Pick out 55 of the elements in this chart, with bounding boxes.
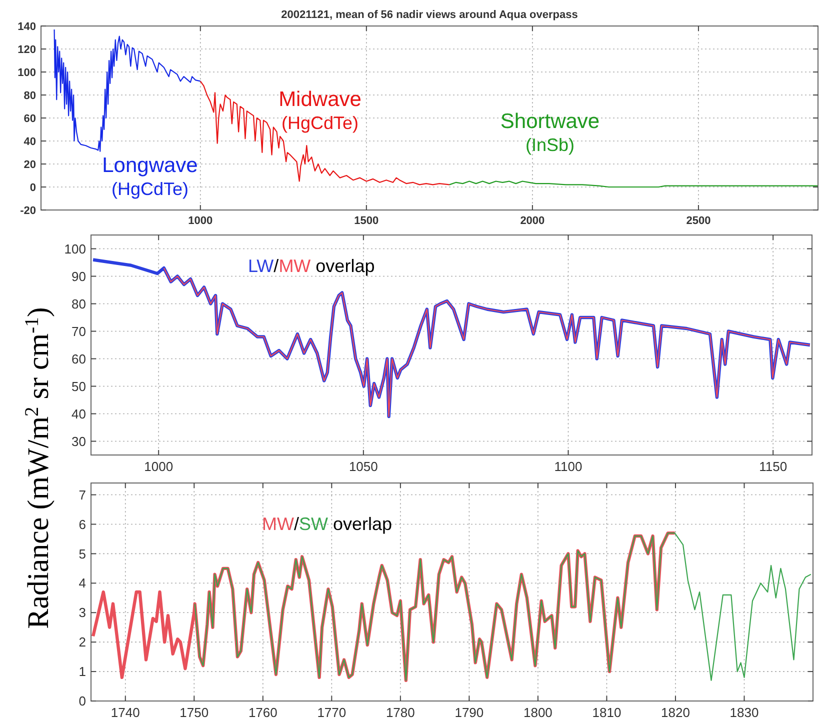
y-tick-label: 140 bbox=[18, 20, 36, 33]
y-tick-label: 60 bbox=[72, 351, 86, 366]
y-tick-label: 0 bbox=[30, 182, 36, 194]
x-tick-label: 1790 bbox=[454, 705, 484, 720]
y-tick-label: 80 bbox=[72, 296, 86, 312]
x-tick-label: 1150 bbox=[759, 459, 788, 474]
x-tick-label: 1100 bbox=[554, 459, 582, 474]
y-tick-label: 1 bbox=[78, 664, 86, 680]
y-tick-label: 3 bbox=[78, 605, 86, 620]
y-tick-label: 20 bbox=[24, 158, 36, 171]
y-tick-label: 40 bbox=[72, 406, 86, 422]
x-tick-label: 2500 bbox=[686, 215, 711, 227]
x-tick-label: 2000 bbox=[520, 215, 545, 227]
x-tick-label: 1050 bbox=[348, 459, 378, 474]
x-tick-label: 1760 bbox=[248, 705, 278, 720]
series-label: Midwave (HgCdTe) bbox=[278, 88, 362, 133]
series-label: Longwave (HgCdTe) bbox=[102, 154, 198, 199]
x-tick-label: 1830 bbox=[730, 705, 759, 720]
x-tick-label: 1500 bbox=[354, 215, 379, 227]
series-label: Shortwave (InSb) bbox=[500, 110, 600, 155]
y-tick-label: 50 bbox=[72, 378, 86, 394]
text: LW bbox=[248, 256, 274, 276]
y-tick-label: 90 bbox=[72, 268, 86, 284]
series-label: SW bbox=[299, 514, 328, 534]
x-tick-label: 1780 bbox=[386, 705, 415, 720]
x-tick-label: 1820 bbox=[661, 705, 690, 720]
chart-title: 20021121, mean of 56 nadir views around Aqua overpass bbox=[281, 9, 578, 21]
x-tick-label: 1810 bbox=[592, 705, 622, 720]
y-tick-label: 70 bbox=[72, 324, 86, 339]
annotation: overlap bbox=[328, 514, 392, 534]
annotation: / bbox=[294, 514, 299, 534]
y-tick-label: 100 bbox=[64, 241, 86, 256]
y-tick-label: 0 bbox=[78, 694, 86, 709]
y-tick-label: 100 bbox=[18, 66, 36, 79]
x-tick-label: 1800 bbox=[523, 705, 552, 720]
series-label: MW bbox=[278, 256, 311, 276]
y-tick-label: 2 bbox=[78, 634, 86, 650]
y-tick-label: 7 bbox=[78, 487, 86, 502]
y-tick-label: 120 bbox=[18, 44, 36, 56]
annotation: overlap bbox=[310, 256, 375, 276]
y-tick-label: 80 bbox=[24, 90, 36, 102]
x-tick-label: 1000 bbox=[144, 459, 174, 474]
y-tick-label: 5 bbox=[78, 546, 86, 562]
y-tick-label: -20 bbox=[20, 204, 36, 217]
y-tick-label: 4 bbox=[78, 576, 86, 591]
y-tick-label: 60 bbox=[24, 112, 36, 125]
y-tick-label: 30 bbox=[72, 434, 86, 449]
x-tick-label: 1000 bbox=[188, 215, 213, 227]
annotation: / bbox=[274, 256, 279, 276]
y-tick-label: 40 bbox=[24, 136, 36, 148]
x-tick-label: 1740 bbox=[110, 705, 140, 720]
x-tick-label: 1770 bbox=[317, 705, 346, 720]
x-tick-label: 1750 bbox=[180, 705, 209, 720]
y-tick-label: 6 bbox=[78, 516, 86, 532]
series-label: MW bbox=[262, 514, 294, 534]
